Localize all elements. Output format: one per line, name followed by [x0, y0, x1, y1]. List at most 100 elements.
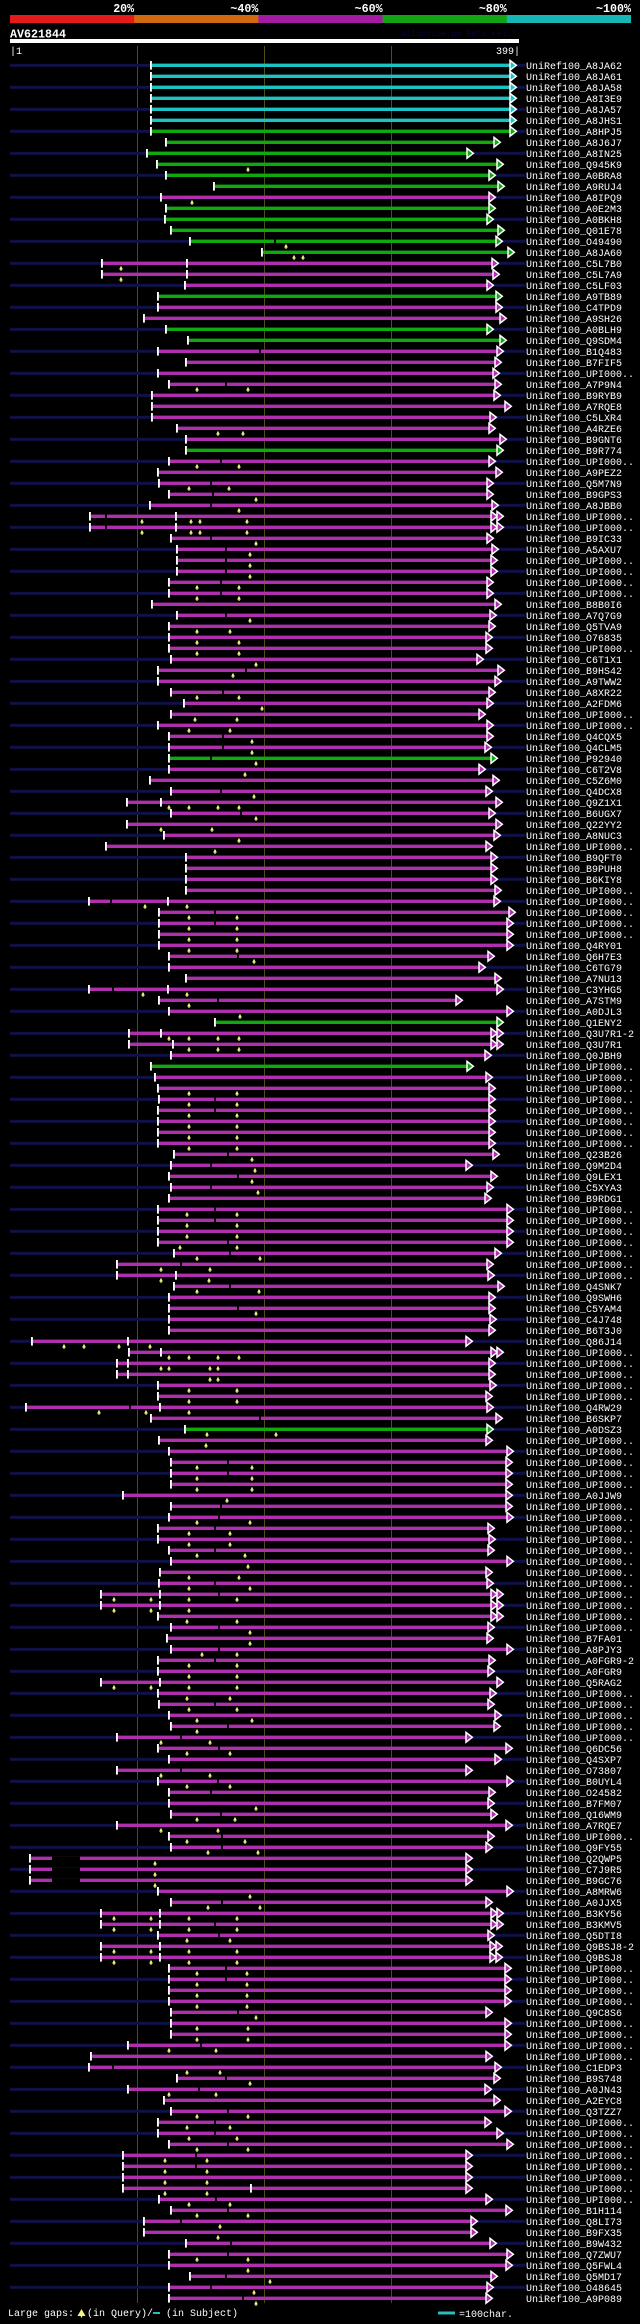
svg-text:UniRef100_UPI000..: UniRef100_UPI000..: [526, 1095, 634, 1107]
svg-text:UniRef100_UPI000..: UniRef100_UPI000..: [526, 1546, 634, 1558]
svg-text:=100char.: =100char.: [459, 2309, 513, 2321]
svg-text:UniRef100_Q4CLM5: UniRef100_Q4CLM5: [526, 743, 622, 755]
svg-text:UniRef100_A8JA62: UniRef100_A8JA62: [526, 61, 622, 73]
svg-text:UniRef100_Q9C8S6: UniRef100_Q9C8S6: [526, 2008, 622, 2020]
svg-text:UniRef100_UPI000..: UniRef100_UPI000..: [526, 2052, 634, 2064]
svg-text:UniRef100_Q4DCX8: UniRef100_Q4DCX8: [526, 787, 622, 799]
svg-text:UniRef100_B6T3J0: UniRef100_B6T3J0: [526, 1326, 622, 1338]
svg-text:UniRef100_C5L7B0: UniRef100_C5L7B0: [526, 259, 622, 271]
svg-text:UniRef100_UPI000..: UniRef100_UPI000..: [526, 886, 634, 898]
svg-text:UniRef100_UPI000..: UniRef100_UPI000..: [526, 1227, 634, 1239]
svg-text:UniRef100_UPI000..: UniRef100_UPI000..: [526, 1480, 634, 1492]
svg-text:UniRef100_A5AXU7: UniRef100_A5AXU7: [526, 545, 622, 557]
svg-text:UniRef100_UPI000..: UniRef100_UPI000..: [526, 1623, 634, 1635]
svg-text:UniRef100_A0BKH8: UniRef100_A0BKH8: [526, 215, 622, 227]
svg-text:UniRef100_Q5TVA9: UniRef100_Q5TVA9: [526, 622, 622, 634]
svg-text:UniRef100_UPI000..: UniRef100_UPI000..: [526, 1722, 634, 1734]
svg-text:UniRef100_A9SH26: UniRef100_A9SH26: [526, 314, 622, 326]
svg-text:UniRef100_B3KMV5: UniRef100_B3KMV5: [526, 1920, 622, 1932]
svg-text:UniRef100_UPI000..: UniRef100_UPI000..: [526, 1238, 634, 1250]
svg-text:UniRef100_A7Q7G9: UniRef100_A7Q7G9: [526, 611, 622, 623]
svg-text:UniRef100_UPI000..: UniRef100_UPI000..: [526, 2195, 634, 2207]
svg-text:UniRef100_Q4RW29: UniRef100_Q4RW29: [526, 1403, 622, 1415]
svg-text:UniRef100_UPI000..: UniRef100_UPI000..: [526, 369, 634, 381]
svg-text:UniRef100_A8I3E9: UniRef100_A8I3E9: [526, 94, 622, 106]
svg-text:(in Query)/: (in Query)/: [87, 2308, 153, 2320]
svg-text:UniRef100_UPI000..: UniRef100_UPI000..: [526, 1359, 634, 1371]
svg-text:~80%: ~80%: [479, 2, 507, 16]
svg-text:UniRef100_UPI000..: UniRef100_UPI000..: [526, 1205, 634, 1217]
svg-text:UniRef100_B8B0I6: UniRef100_B8B0I6: [526, 600, 622, 612]
svg-text:UniRef100_B9FX35: UniRef100_B9FX35: [526, 2228, 622, 2240]
svg-text:UniRef100_UPI000..: UniRef100_UPI000..: [526, 2129, 634, 2141]
svg-text:UniRef100_UPI000..: UniRef100_UPI000..: [526, 1447, 634, 1459]
svg-text:UniRef100_UPI000..: UniRef100_UPI000..: [526, 842, 634, 854]
svg-text:UniRef100_B9PUH8: UniRef100_B9PUH8: [526, 864, 622, 876]
svg-text:UniRef100_Q3U7R1: UniRef100_Q3U7R1: [526, 1040, 622, 1052]
svg-text:UniRef100_Q8LI73: UniRef100_Q8LI73: [526, 2217, 622, 2229]
svg-text:UniRef100_UPI000..: UniRef100_UPI000..: [526, 2151, 634, 2163]
svg-text:UniRef100_A0DSZ3: UniRef100_A0DSZ3: [526, 1425, 622, 1437]
svg-text:UniRef100_B6UGX7: UniRef100_B6UGX7: [526, 809, 622, 821]
svg-text:UniRef100_UPI000..: UniRef100_UPI000..: [526, 908, 634, 920]
svg-text:UniRef100_UPI000..: UniRef100_UPI000..: [526, 2118, 634, 2130]
svg-text:UniRef100_Q9FY55: UniRef100_Q9FY55: [526, 1843, 622, 1855]
svg-text:UniRef100_B9HS42: UniRef100_B9HS42: [526, 666, 622, 678]
svg-text:UniRef100_A9RUJ4: UniRef100_A9RUJ4: [526, 182, 622, 194]
svg-text:UniRef100_A9TWW2: UniRef100_A9TWW2: [526, 677, 622, 689]
svg-text:UniRef100_UPI000..: UniRef100_UPI000..: [526, 567, 634, 579]
svg-text:UniRef100_Q7ZWU7: UniRef100_Q7ZWU7: [526, 2250, 622, 2262]
svg-text:UniRef100_Q5RAG2: UniRef100_Q5RAG2: [526, 1678, 622, 1690]
svg-text:UniRef100_Q5DTI8: UniRef100_Q5DTI8: [526, 1931, 622, 1943]
svg-text:UniRef100_O48645: UniRef100_O48645: [526, 2283, 622, 2295]
svg-text:UniRef100_A0BLH9: UniRef100_A0BLH9: [526, 325, 622, 337]
svg-text:UniRef100_UPI000..: UniRef100_UPI000..: [526, 1106, 634, 1118]
svg-text:UniRef100_B9RYB9: UniRef100_B9RYB9: [526, 391, 622, 403]
svg-text:UniRef100_A0FGR9-2: UniRef100_A0FGR9-2: [526, 1656, 634, 1668]
svg-text:UniRef100_A8PJY3: UniRef100_A8PJY3: [526, 1645, 622, 1657]
svg-text:UniRef100_UPI000..: UniRef100_UPI000..: [526, 721, 634, 733]
svg-text:UniRef100_Q2QWP5: UniRef100_Q2QWP5: [526, 1854, 622, 1866]
svg-text:UniRef100_C5XYA3: UniRef100_C5XYA3: [526, 1183, 622, 1195]
svg-text:AlignView.pm Beta rel.7: AlignView.pm Beta rel.7: [401, 29, 517, 39]
svg-text:UniRef100_UPI000..: UniRef100_UPI000..: [526, 1139, 634, 1151]
svg-text:UniRef100_UPI000..: UniRef100_UPI000..: [526, 1986, 634, 1998]
svg-text:UniRef100_UPI000..: UniRef100_UPI000..: [526, 1392, 634, 1404]
svg-text:UniRef100_UPI000..: UniRef100_UPI000..: [526, 2173, 634, 2185]
svg-text:UniRef100_C7J9R5: UniRef100_C7J9R5: [526, 1865, 622, 1877]
svg-text:UniRef100_UPI000..: UniRef100_UPI000..: [526, 1535, 634, 1547]
svg-text:UniRef100_O73807: UniRef100_O73807: [526, 1766, 622, 1778]
svg-text:UniRef100_UPI000..: UniRef100_UPI000..: [526, 578, 634, 590]
svg-text:UniRef100_C4TPD9: UniRef100_C4TPD9: [526, 303, 622, 315]
svg-text:UniRef100_UPI000..: UniRef100_UPI000..: [526, 1733, 634, 1745]
svg-text:UniRef100_B7FIF5: UniRef100_B7FIF5: [526, 358, 622, 370]
svg-text:UniRef100_A0JJW9: UniRef100_A0JJW9: [526, 1491, 622, 1503]
svg-text:UniRef100_UPI000..: UniRef100_UPI000..: [526, 1381, 634, 1393]
svg-text:UniRef100_B6SKP7: UniRef100_B6SKP7: [526, 1414, 622, 1426]
svg-text:UniRef100_UPI000..: UniRef100_UPI000..: [526, 2184, 634, 2196]
svg-text:UniRef100_B6KIY8: UniRef100_B6KIY8: [526, 875, 622, 887]
svg-text:UniRef100_C6TG79: UniRef100_C6TG79: [526, 963, 622, 975]
svg-text:UniRef100_UPI000..: UniRef100_UPI000..: [526, 1271, 634, 1283]
svg-text:UniRef100_Q4RY01: UniRef100_Q4RY01: [526, 941, 622, 953]
svg-text:UniRef100_O24582: UniRef100_O24582: [526, 1788, 622, 1800]
svg-text:UniRef100_A9TB89: UniRef100_A9TB89: [526, 292, 622, 304]
svg-text:UniRef100_A8MRW6: UniRef100_A8MRW6: [526, 1887, 622, 1899]
svg-text:(in Subject): (in Subject): [166, 2308, 238, 2320]
svg-text:UniRef100_UPI000..: UniRef100_UPI000..: [526, 2041, 634, 2053]
svg-text:UniRef100_Q945K9: UniRef100_Q945K9: [526, 160, 622, 172]
svg-text:UniRef100_UPI000..: UniRef100_UPI000..: [526, 1249, 634, 1261]
svg-text:~40%: ~40%: [230, 2, 258, 16]
svg-text:399|: 399|: [496, 46, 520, 58]
svg-text:UniRef100_UPI000..: UniRef100_UPI000..: [526, 457, 634, 469]
svg-text:UniRef100_B1Q483: UniRef100_B1Q483: [526, 347, 622, 359]
svg-text:UniRef100_Q22YY2: UniRef100_Q22YY2: [526, 820, 622, 832]
svg-text:UniRef100_C6T2V8: UniRef100_C6T2V8: [526, 765, 622, 777]
svg-text:UniRef100_A8JHS1: UniRef100_A8JHS1: [526, 116, 622, 128]
svg-text:UniRef100_C3YHG5: UniRef100_C3YHG5: [526, 985, 622, 997]
svg-text:UniRef100_UPI000..: UniRef100_UPI000..: [526, 1128, 634, 1140]
svg-text:UniRef100_B9GC76: UniRef100_B9GC76: [526, 1876, 622, 1888]
svg-text:UniRef100_Q9M2D4: UniRef100_Q9M2D4: [526, 1161, 622, 1173]
svg-text:UniRef100_Q6DC56: UniRef100_Q6DC56: [526, 1744, 622, 1756]
svg-text:UniRef100_UPI000..: UniRef100_UPI000..: [526, 930, 634, 942]
